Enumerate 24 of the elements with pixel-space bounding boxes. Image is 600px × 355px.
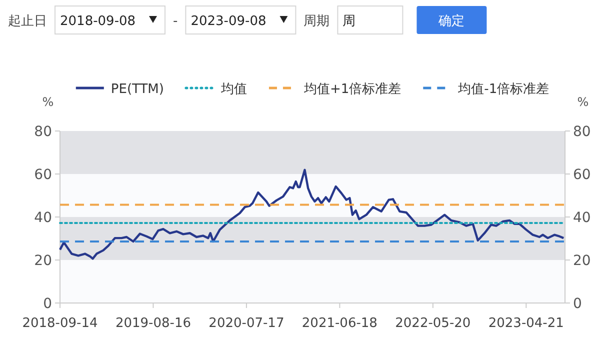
x-tick-label: 2023-04-21: [488, 316, 564, 331]
controls: 起止日 2018-09-08 - 2023-09-08 周期 周 确定: [8, 6, 487, 34]
x-tick-label: 2018-09-14: [22, 316, 98, 331]
y2-tick-label: 20: [573, 253, 591, 269]
x-tick-label: 2021-06-18: [302, 316, 378, 331]
y-tick-label: 40: [34, 210, 52, 226]
y2-axis-title: %: [577, 95, 589, 109]
line-series: [58, 168, 565, 260]
y-tick-label: 80: [34, 124, 52, 140]
y2-tick-label: 0: [573, 296, 582, 312]
x-tick-label: 2022-05-20: [395, 316, 471, 331]
y2-tick-label: 80: [573, 124, 591, 140]
y-axis-title: %: [42, 95, 54, 109]
x-tick-label: 2020-07-17: [208, 316, 284, 331]
y2-tick-label: 40: [573, 210, 591, 226]
y2-tick-label: 60: [573, 167, 591, 183]
y-tick-label: 0: [43, 296, 52, 312]
legend-label: 均值-1倍标准差: [457, 82, 550, 97]
x-tick-label: 2019-08-16: [115, 316, 192, 331]
y-tick-label: 60: [34, 167, 52, 183]
legend-label: PE(TTM): [110, 82, 164, 97]
legend-label: 均值+1倍标准差: [302, 82, 402, 97]
y-tick-label: 20: [34, 253, 52, 269]
legend-label: 均值: [220, 82, 247, 97]
